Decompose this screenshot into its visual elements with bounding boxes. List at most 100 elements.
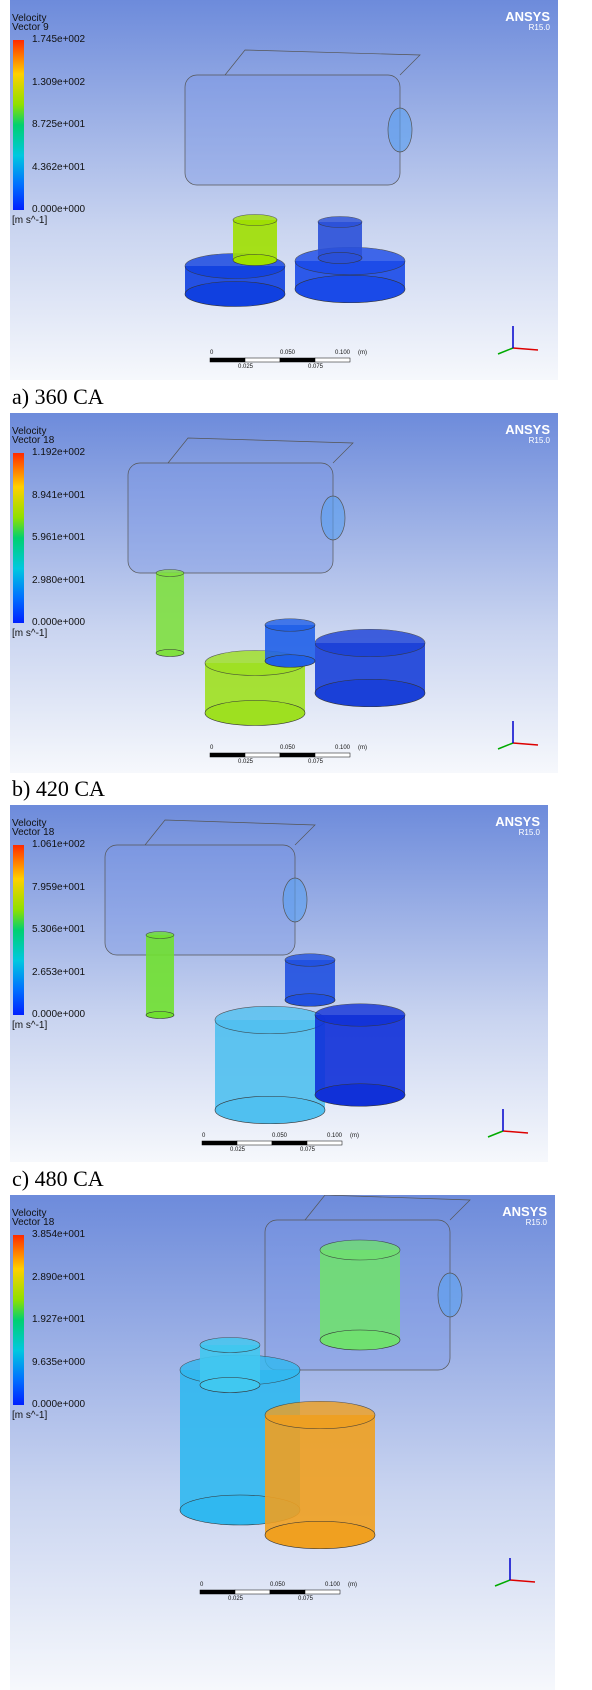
scale-label: 0.050 [272, 1133, 288, 1139]
axis-y [497, 347, 514, 355]
scale-label: 0 [202, 1133, 206, 1139]
chamber-top [264, 1400, 376, 1430]
scale-label: 0.025 [230, 1147, 246, 1153]
plenum-edge [304, 1195, 471, 1221]
scale-label: 0.100 [325, 1582, 341, 1588]
legend-label: 4.362e+001 [32, 161, 86, 173]
geometry [184, 49, 539, 363]
scale-segment [314, 752, 351, 758]
chamber-base [204, 700, 306, 726]
scale-label: 0 [200, 1582, 204, 1588]
chamber-top [264, 618, 316, 632]
chamber [315, 1015, 405, 1095]
plenum-edge [224, 49, 421, 76]
plenum-edge [167, 437, 354, 464]
chamber-base [184, 281, 286, 307]
plenum-wireframe [127, 462, 334, 574]
outlet [387, 107, 413, 153]
legend-subtitle: Vector 18 [12, 435, 55, 446]
scale-label: (m) [350, 1133, 359, 1139]
chamber-base [264, 654, 316, 668]
legend-label: 1.192e+002 [32, 447, 86, 458]
version: R15.0 [518, 828, 540, 837]
scale-label: 0.050 [280, 350, 296, 356]
scale-label: 0 [210, 745, 214, 751]
chamber [285, 960, 335, 1000]
chamber [146, 935, 174, 1015]
cfd-panel: Velocity Vector 18 1.061e+002 7.959e+001 5.3… [10, 805, 548, 1162]
legend-label: 7.959e+001 [32, 881, 86, 893]
version: R15.0 [525, 1218, 547, 1227]
axis-x [502, 1130, 529, 1134]
legend-label: 2.980e+001 [32, 574, 86, 586]
colorbar [13, 40, 24, 210]
chamber-base [199, 1377, 261, 1393]
legend-unit: [m s^-1] [12, 628, 48, 639]
legend-label: 1.061e+002 [32, 839, 86, 850]
chamber-base [314, 678, 426, 708]
legend-label: 8.941e+001 [32, 489, 86, 501]
geometry [179, 1195, 536, 1595]
chamber-top [284, 953, 336, 967]
legend-label: 0.000e+000 [32, 1009, 86, 1020]
chamber-base [264, 1520, 376, 1550]
chamber-base [314, 1083, 406, 1107]
caption: c) 480 CA [12, 1166, 104, 1191]
scale-segment [209, 357, 246, 363]
chamber-top [314, 628, 426, 658]
chamber [318, 222, 362, 258]
brand-logo: ANSYS [502, 1204, 547, 1219]
chamber-base [214, 1095, 326, 1125]
version: R15.0 [528, 436, 550, 445]
colorbar [13, 1235, 24, 1405]
chamber [265, 1415, 375, 1535]
scale-label: 0.075 [300, 1147, 316, 1153]
chamber-top [214, 1005, 326, 1035]
scale-segment [244, 357, 281, 363]
axis-x [512, 347, 539, 351]
scale-segment [314, 357, 351, 363]
colorbar [13, 453, 24, 623]
chamber [320, 1250, 400, 1340]
scale-label: 0.100 [327, 1133, 343, 1139]
scale-segment [271, 1140, 308, 1146]
scale-label: (m) [358, 745, 367, 751]
chamber-top [145, 931, 175, 939]
chamber-base [319, 1329, 401, 1351]
chamber-top [155, 569, 185, 577]
legend-label: 9.635e+000 [32, 1356, 86, 1368]
brand-logo: ANSYS [495, 814, 540, 829]
chamber-top [314, 1003, 406, 1027]
legend-label: 5.306e+001 [32, 924, 86, 935]
geometry [104, 819, 529, 1146]
scale-label: 0.100 [335, 745, 351, 751]
chamber [156, 573, 184, 653]
cfd-panel: Velocity Vector 18 1.192e+002 8.941e+001 5.9… [10, 413, 558, 773]
chamber-top [317, 216, 363, 228]
axis-y [494, 1579, 511, 1587]
legend-subtitle: Vector 18 [12, 827, 55, 838]
legend-subtitle: Vector 18 [12, 1217, 55, 1228]
scale-label: 0.100 [335, 350, 351, 356]
chamber-top [199, 1337, 261, 1353]
legend-title: Velocity [12, 426, 47, 437]
scale-label: 0 [210, 350, 214, 356]
legend-subtitle: Vector 9 [12, 22, 49, 33]
scale-segment [234, 1589, 271, 1595]
caption: b) 420 CA [12, 776, 105, 801]
chamber-base [294, 274, 406, 304]
legend-unit: [m s^-1] [12, 1020, 48, 1031]
legend-label: 1.745e+002 [32, 34, 86, 45]
axis-y [497, 742, 514, 750]
legend-title: Velocity [12, 818, 47, 829]
chamber-top [232, 214, 278, 226]
caption: a) 360 CA [12, 384, 104, 409]
legend-label: 0.000e+000 [32, 617, 86, 628]
legend-label: 8.725e+001 [32, 119, 86, 130]
scale-segment [269, 1589, 306, 1595]
legend-title: Velocity [12, 1208, 47, 1219]
legend-unit: [m s^-1] [12, 1410, 48, 1421]
plenum-edge [144, 819, 316, 846]
legend-label: 1.927e+001 [32, 1314, 86, 1325]
chamber-base [284, 993, 336, 1007]
